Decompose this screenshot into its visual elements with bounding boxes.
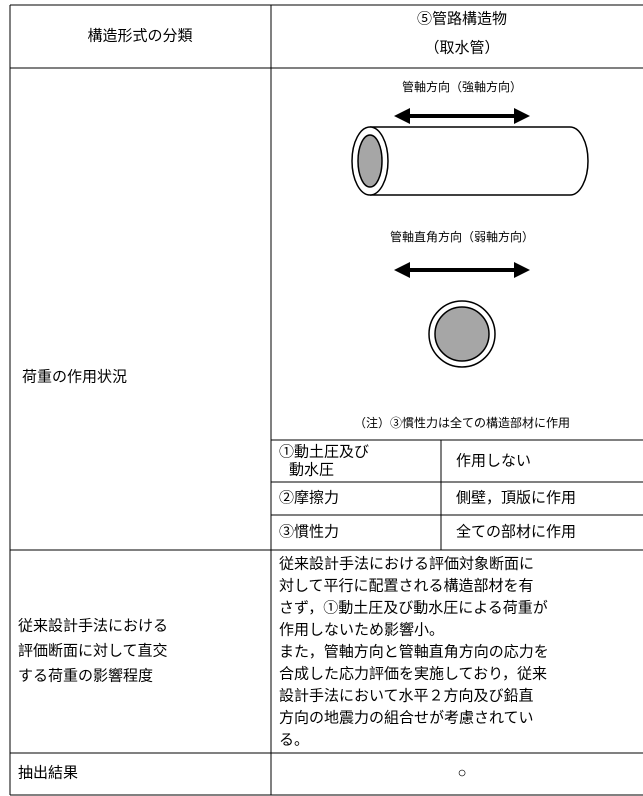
text-line: る。 bbox=[279, 732, 309, 748]
row-label: 荷重の作用状況 bbox=[22, 368, 127, 385]
text-line: さず，①動土圧及び動水圧による荷重が bbox=[279, 599, 548, 616]
sub-value: 側壁，頂版に作用 bbox=[456, 489, 576, 506]
header-right: ⑤管路構造物 bbox=[417, 10, 507, 27]
header-left: 構造形式の分類 bbox=[87, 27, 192, 44]
sub-label: ③慣性力 bbox=[279, 522, 339, 540]
text-line: また，管軸方向と管軸直角方向の応力を bbox=[279, 643, 549, 660]
table-borders bbox=[9, 4, 643, 796]
influence-text: 従来設計手法における評価対象断面に対して平行に配置される構造部材を有さず，①動土… bbox=[279, 555, 549, 748]
sub-label: ②摩擦力 bbox=[279, 488, 339, 506]
label-line: する荷重の影響程度 bbox=[18, 666, 153, 684]
sub-label: ①動土圧及び bbox=[279, 443, 369, 460]
text-line: 設計手法において水平２方向及び鉛直 bbox=[279, 687, 534, 704]
text-line: 従来設計手法における評価対象断面に bbox=[279, 555, 534, 572]
result-label: 抽出結果 bbox=[18, 764, 78, 781]
label-line: 従来設計手法における bbox=[18, 617, 168, 634]
result-value: ○ bbox=[457, 765, 466, 781]
text-line: 作用しないため影響小。 bbox=[279, 620, 444, 638]
diagram-label: 管軸方向（強軸方向） bbox=[402, 79, 522, 94]
sub-value: 作用しない bbox=[456, 452, 531, 469]
sub-label: 動水圧 bbox=[289, 461, 334, 478]
pipe-side-view bbox=[351, 126, 589, 196]
note: （注）③慣性力は全ての構造部材に作用 bbox=[354, 415, 570, 430]
sub-value: 全ての部材に作用 bbox=[456, 522, 576, 540]
text-line: 対して平行に配置される構造部材を有 bbox=[279, 577, 534, 594]
text-line: 方向の地震力の組合せが考慮されてい bbox=[279, 709, 534, 726]
diagram-label: 管軸直角方向（弱軸方向） bbox=[390, 229, 534, 244]
text-line: 合成した応力評価を実施しており，従来 bbox=[279, 665, 547, 682]
pipe-section bbox=[428, 300, 496, 368]
header-right: （取水管） bbox=[424, 39, 499, 56]
label-line: 評価断面に対して直交 bbox=[18, 641, 168, 659]
